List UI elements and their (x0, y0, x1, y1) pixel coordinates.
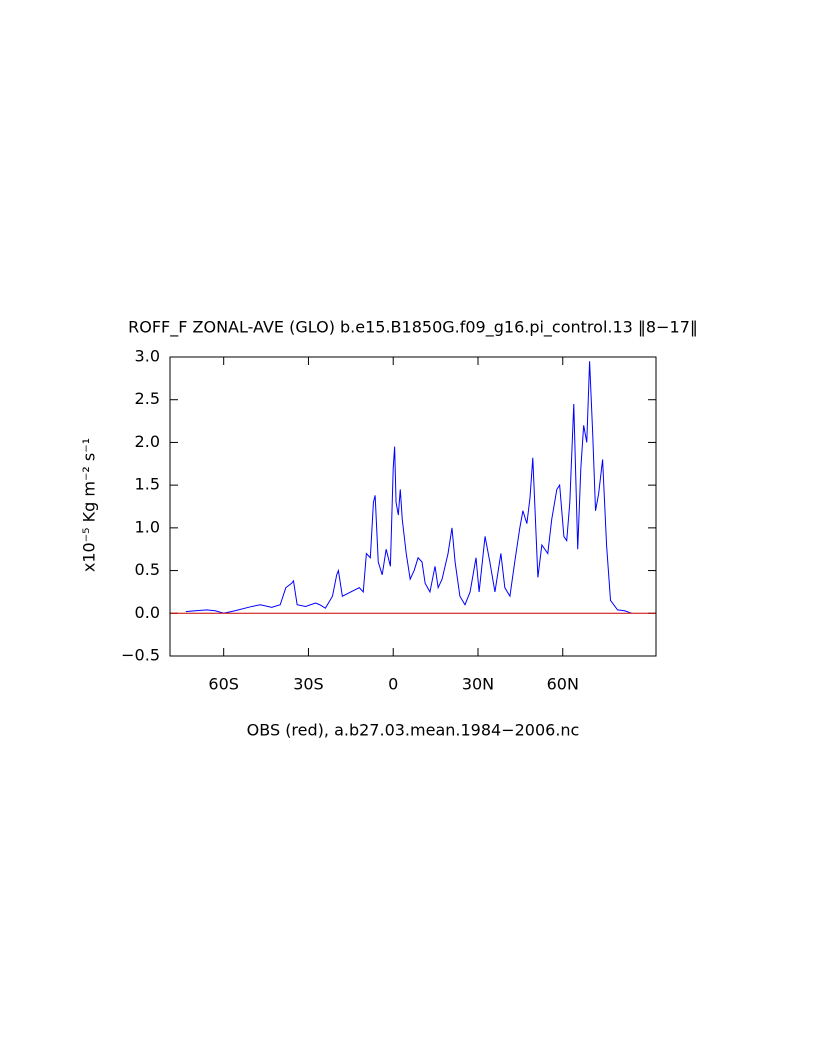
y-tick-label: 2.5 (135, 389, 160, 408)
x-axis-label: OBS (red), a.b27.03.mean.1984−2006.nc (247, 721, 580, 740)
y-tick-label: 0.0 (135, 603, 160, 622)
y-axis-label: x10⁻⁵ Kg m⁻² s⁻¹ (80, 438, 99, 572)
y-tick-label: 3.0 (135, 347, 160, 366)
y-tick-label: 1.0 (135, 517, 160, 536)
y-tick-label: −0.5 (121, 646, 160, 665)
x-tick-label: 0 (388, 675, 398, 694)
x-tick-label: 30N (462, 675, 494, 694)
x-tick-label: 30S (293, 675, 324, 694)
y-tick-label: 1.5 (135, 475, 160, 494)
data-line (185, 361, 632, 614)
plot-frame (169, 356, 657, 657)
x-tick-label: 60N (547, 675, 579, 694)
chart-title: ROFF_F ZONAL-AVE (GLO) b.e15.B1850G.f09_… (128, 318, 698, 338)
y-tick-label: 2.0 (135, 432, 160, 451)
x-tick-label: 60S (208, 675, 239, 694)
y-tick-label: 0.5 (135, 560, 160, 579)
